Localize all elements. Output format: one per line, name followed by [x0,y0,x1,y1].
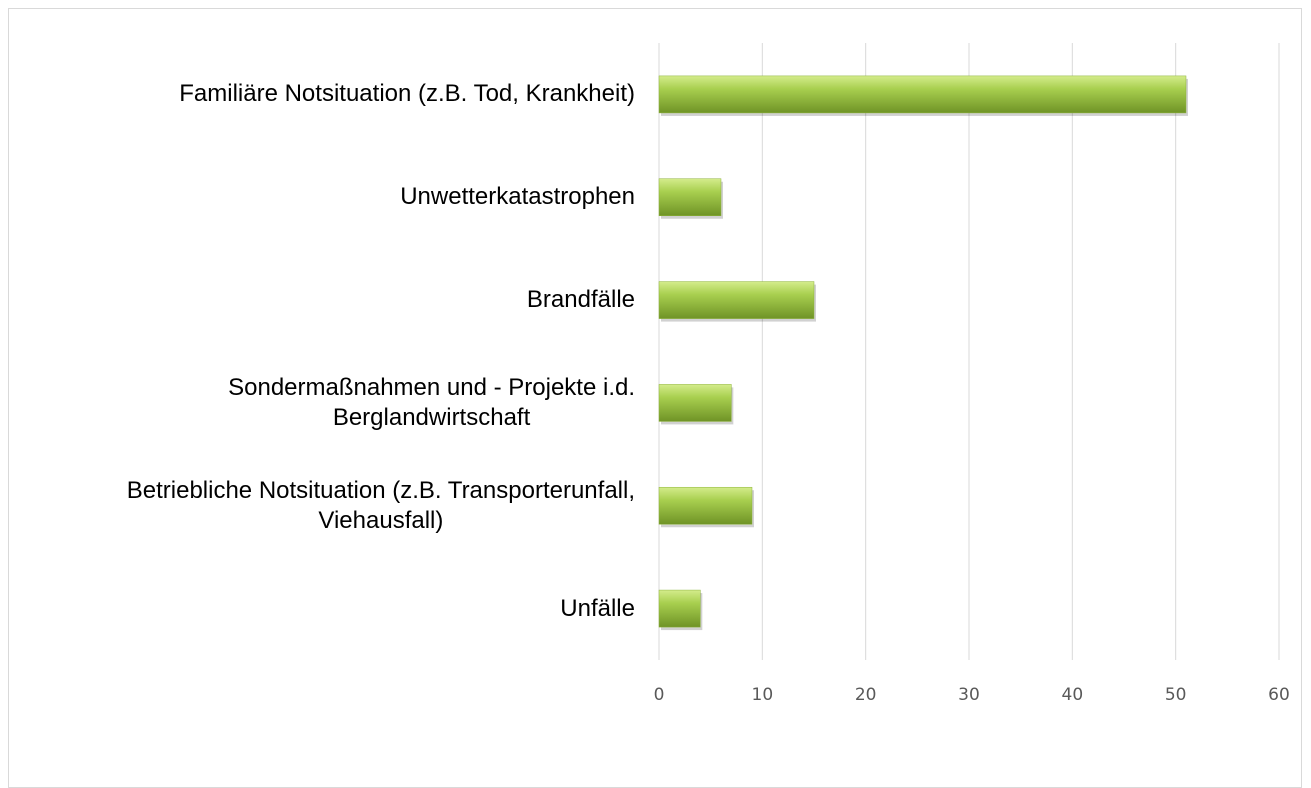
y-tick-label: Sondermaßnahmen und - Projekte i.d. Berg… [228,373,635,431]
bar [658,384,732,422]
x-tick-label: 10 [752,685,774,705]
x-tick-label: 60 [1268,685,1290,705]
bar [658,281,815,319]
x-tick-label: 50 [1165,685,1187,705]
x-tick-label: 0 [654,685,665,705]
bar [658,589,701,628]
y-tick-label: Unwetterkatastrophen [400,183,635,211]
x-tick-label: 40 [1062,685,1084,705]
y-tick-label: Betriebliche Notsituation (z.B. Transpor… [126,476,635,534]
y-tick-label: Unfälle [560,594,635,622]
bar [658,486,753,525]
bar [658,75,1187,114]
x-tick-label: 30 [958,685,980,705]
y-tick-label: Familiäre Notsituation (z.B. Tod, Krankh… [179,80,635,108]
x-tick-label: 20 [855,685,877,705]
bar [658,178,722,217]
y-tick-label: Brandfälle [526,286,635,314]
